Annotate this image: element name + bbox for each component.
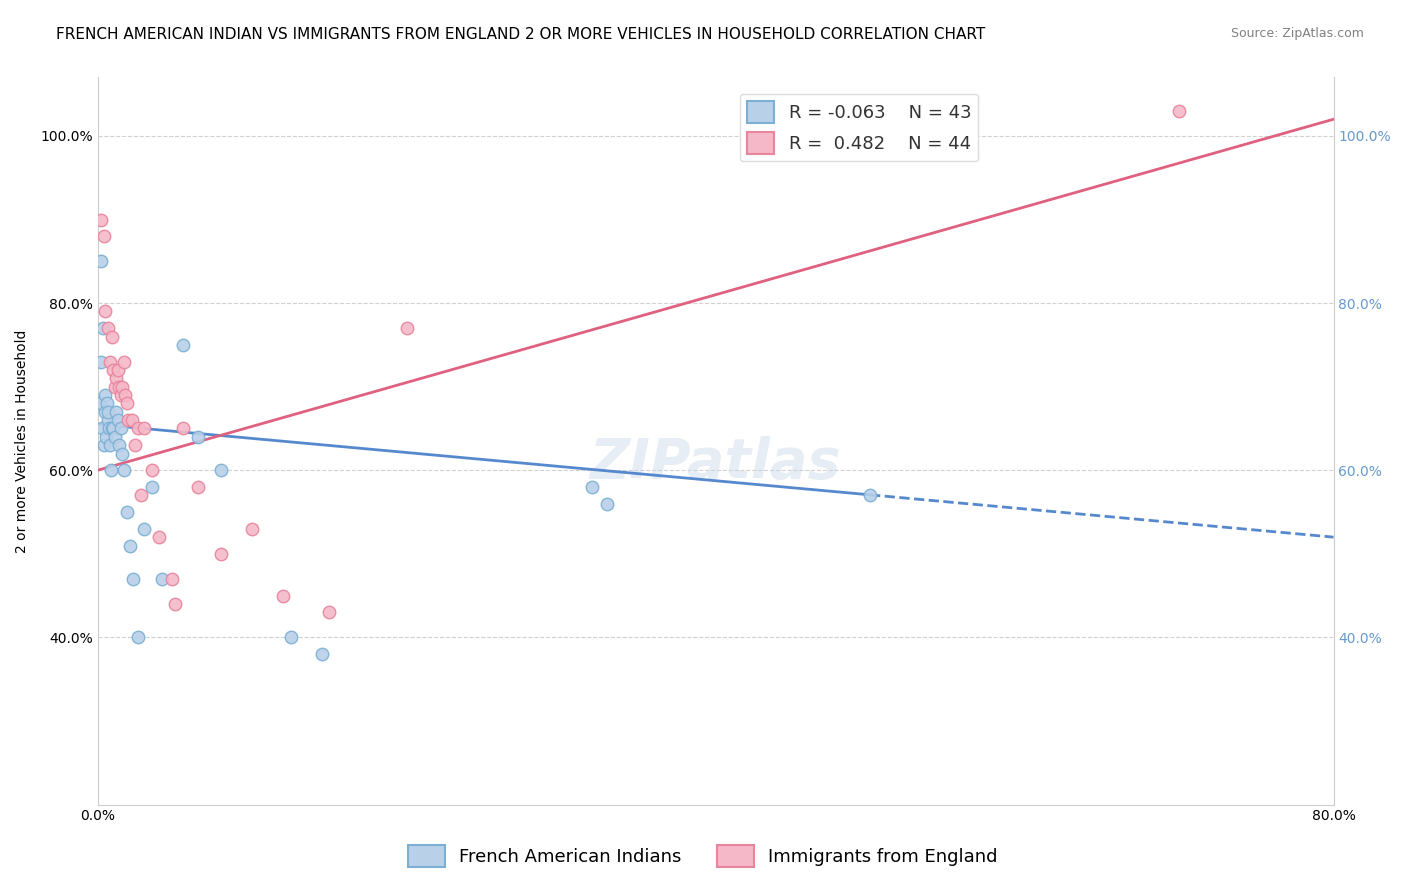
Point <box>111 446 134 460</box>
Point <box>1168 103 1191 118</box>
Point <box>107 363 129 377</box>
Point <box>100 421 122 435</box>
Point <box>122 572 145 586</box>
Legend: French American Indians, Immigrants from England: French American Indians, Immigrants from… <box>401 838 1005 874</box>
Point <box>581 480 603 494</box>
Point <box>271 589 294 603</box>
Point <box>105 405 128 419</box>
Point <box>90 212 112 227</box>
Point <box>129 488 152 502</box>
Point <box>90 354 112 368</box>
Point <box>127 631 149 645</box>
Point <box>98 438 121 452</box>
Point <box>859 488 882 502</box>
Text: ZIPatlas: ZIPatlas <box>589 436 841 490</box>
Point <box>172 421 194 435</box>
Point <box>108 380 131 394</box>
Point <box>94 405 117 419</box>
Point <box>318 606 340 620</box>
Point <box>97 413 120 427</box>
Point <box>596 497 619 511</box>
Point <box>101 363 124 377</box>
Point <box>209 547 232 561</box>
Point <box>93 438 115 452</box>
Point <box>94 430 117 444</box>
Point <box>112 354 135 368</box>
Point <box>108 438 131 452</box>
Point <box>152 572 174 586</box>
Point <box>105 371 128 385</box>
Point <box>111 380 134 394</box>
Point <box>91 321 114 335</box>
Point <box>91 421 114 435</box>
Point <box>172 338 194 352</box>
Point <box>104 430 127 444</box>
Point <box>132 522 155 536</box>
Point <box>104 380 127 394</box>
Point <box>110 388 132 402</box>
Point <box>121 413 143 427</box>
Point <box>94 304 117 318</box>
Point <box>96 396 118 410</box>
Point <box>97 321 120 335</box>
Point <box>148 530 170 544</box>
Point <box>132 421 155 435</box>
Point <box>97 405 120 419</box>
Point <box>112 463 135 477</box>
Point <box>240 522 263 536</box>
Point <box>127 421 149 435</box>
Point <box>311 647 333 661</box>
Point <box>93 388 115 402</box>
Point <box>100 329 122 343</box>
Point <box>124 438 146 452</box>
Point <box>280 631 302 645</box>
Point <box>98 354 121 368</box>
Point <box>90 254 112 268</box>
Point <box>209 463 232 477</box>
Point <box>117 413 139 427</box>
Point <box>160 572 183 586</box>
Point <box>93 229 115 244</box>
Text: Source: ZipAtlas.com: Source: ZipAtlas.com <box>1230 27 1364 40</box>
Point <box>100 463 122 477</box>
Point <box>114 388 136 402</box>
Point <box>187 480 209 494</box>
Point <box>101 421 124 435</box>
Point <box>115 505 138 519</box>
Point <box>107 413 129 427</box>
Point <box>163 597 186 611</box>
Point <box>187 430 209 444</box>
Point <box>89 396 111 410</box>
Legend: R = -0.063    N = 43, R =  0.482    N = 44: R = -0.063 N = 43, R = 0.482 N = 44 <box>740 94 979 161</box>
Text: FRENCH AMERICAN INDIAN VS IMMIGRANTS FROM ENGLAND 2 OR MORE VEHICLES IN HOUSEHOL: FRENCH AMERICAN INDIAN VS IMMIGRANTS FRO… <box>56 27 986 42</box>
Point <box>115 396 138 410</box>
Point <box>395 321 418 335</box>
Point <box>98 421 121 435</box>
Point <box>141 463 163 477</box>
Point <box>141 480 163 494</box>
Point <box>118 539 141 553</box>
Y-axis label: 2 or more Vehicles in Household: 2 or more Vehicles in Household <box>15 329 30 553</box>
Point <box>110 421 132 435</box>
